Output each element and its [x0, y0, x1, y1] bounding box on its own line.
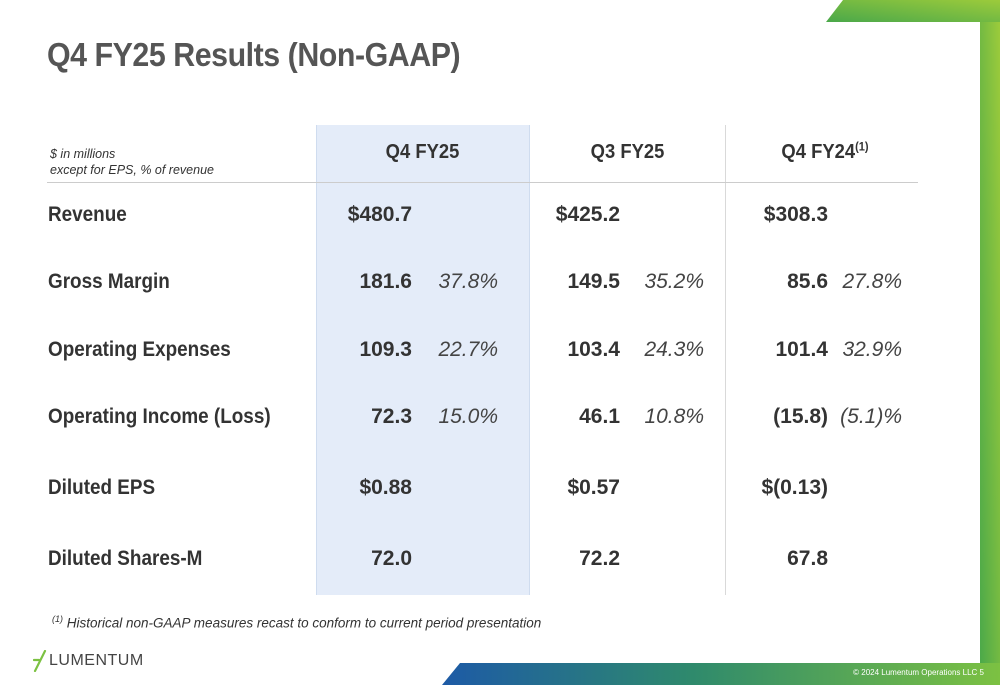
- bottom-accent-bar: [442, 663, 1000, 685]
- table-cell-value: $0.88: [359, 476, 412, 499]
- table-cell-value: $0.57: [567, 476, 620, 499]
- table-cell-value: $480.7: [347, 203, 412, 226]
- units-note-line2: except for EPS, % of revenue: [50, 163, 214, 177]
- column-header-q4fy24-label: Q4 FY24: [781, 141, 856, 163]
- column-header-q3fy25: Q3 FY25: [590, 141, 665, 163]
- table-cell-value: 103.4: [567, 338, 620, 361]
- units-note-line1: $ in millions: [50, 147, 116, 161]
- table-cell-percent: 32.9%: [842, 338, 902, 361]
- table-cell-value: $308.3: [763, 203, 828, 226]
- table-cell-percent: 37.8%: [438, 270, 498, 293]
- table-cell-percent: 24.3%: [644, 338, 704, 361]
- copyright-notice: © 2024 Lumentum Operations LLC 5: [853, 668, 984, 677]
- footnote-text: Historical non-GAAP measures recast to c…: [66, 615, 542, 631]
- table-cell-value: (15.8): [773, 405, 828, 428]
- footnote: (1) Historical non-GAAP measures recast …: [52, 614, 541, 631]
- table-cell-percent: 35.2%: [644, 270, 704, 293]
- row-label: Diluted EPS: [48, 476, 156, 499]
- column-divider: [725, 125, 726, 595]
- table-cell-value: 67.8: [787, 547, 828, 570]
- table-cell-value: 72.2: [579, 547, 620, 570]
- table-cell-percent: 10.8%: [644, 405, 704, 428]
- right-accent-bar: [980, 22, 1000, 685]
- table-cell-percent: 15.0%: [438, 405, 498, 428]
- highlight-column: [316, 125, 530, 595]
- table-cell-percent: 27.8%: [842, 270, 902, 293]
- table-cell-value: $425.2: [555, 203, 620, 226]
- row-label: Operating Expenses: [48, 338, 231, 361]
- table-cell-value: 85.6: [787, 270, 828, 293]
- table-cell-percent: (5.1)%: [840, 405, 902, 428]
- row-label: Operating Income (Loss): [48, 405, 271, 428]
- table-cell-value: 181.6: [359, 270, 412, 293]
- logo-mark-icon: [33, 650, 47, 672]
- logo-text: LUMENTUM: [49, 652, 144, 669]
- column-header-footnote-mark: (1): [855, 139, 869, 154]
- table-cell-value: 46.1: [579, 405, 620, 428]
- footnote-mark: (1): [52, 614, 63, 624]
- header-rule: [47, 182, 918, 183]
- page-title: Q4 FY25 Results (Non-GAAP): [47, 36, 461, 73]
- table-cell-value: 109.3: [359, 338, 412, 361]
- table-cell-value: 101.4: [775, 338, 828, 361]
- lumentum-logo: LUMENTUM: [33, 650, 144, 672]
- table-cell-value: 72.3: [371, 405, 412, 428]
- table-cell-value: 149.5: [567, 270, 620, 293]
- table-cell-percent: 22.7%: [438, 338, 498, 361]
- column-header-q4fy25: Q4 FY25: [385, 141, 460, 163]
- table-cell-value: $(0.13): [761, 476, 828, 499]
- top-accent-bar: [826, 0, 1000, 22]
- row-label: Gross Margin: [48, 270, 170, 293]
- units-note: $ in millions except for EPS, % of reven…: [50, 146, 214, 178]
- column-header-q4fy24: Q4 FY24(1): [751, 139, 898, 164]
- row-label: Diluted Shares-M: [48, 547, 203, 570]
- row-label: Revenue: [48, 203, 127, 226]
- table-cell-value: 72.0: [371, 547, 412, 570]
